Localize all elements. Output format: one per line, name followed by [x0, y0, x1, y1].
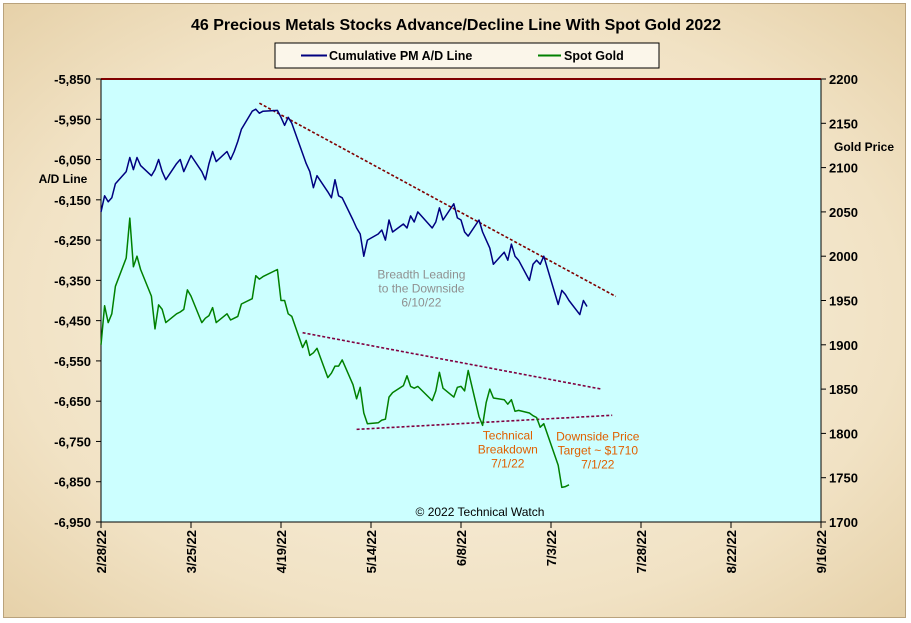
x-tick-label: 9/16/22: [814, 530, 829, 573]
x-tick-label: 7/3/22: [544, 530, 559, 566]
series-lines: [100, 108, 588, 489]
left-tick-label: -5,950: [54, 112, 91, 127]
right-tick-label: 2150: [829, 116, 858, 131]
x-tick-label: 5/14/22: [364, 530, 379, 573]
left-axis-label: A/D Line: [39, 172, 88, 186]
right-tick-label: 1700: [829, 515, 858, 530]
right-tick-label: 2100: [829, 161, 858, 176]
left-tick-label: -6,750: [54, 434, 91, 449]
left-tick-label: -6,550: [54, 354, 91, 369]
trendline-2: [302, 331, 602, 390]
legend-entry-gold: Spot Gold: [564, 49, 624, 63]
ad-line-series: [100, 108, 588, 316]
left-axis-ticks: -5,850 -5,950 -6,050 -6,150 -6,250 -6,350 -6,4…: [54, 72, 101, 530]
right-tick-label: 1800: [829, 426, 858, 441]
legend-entry-ad-line: Cumulative PM A/D Line: [329, 49, 472, 63]
left-tick-label: -6,850: [54, 475, 91, 490]
legend-box: [274, 42, 660, 69]
right-tick-label: 1750: [829, 471, 858, 486]
right-tick-label: 1950: [829, 294, 858, 309]
x-tick-label: 4/19/22: [274, 530, 289, 573]
annotation-3: Downside Price Target ~ $1710 7/1/22: [556, 430, 640, 472]
right-tick-label: 2050: [829, 205, 858, 220]
right-axis-ticks: 2200 2150 2100 2050 2000 1950 1900 1850 1800 1750…: [821, 72, 858, 530]
x-tick-label: 2/28/22: [94, 530, 109, 573]
left-tick-label: -6,450: [54, 314, 91, 329]
trendlines: [259, 102, 617, 431]
annotation-2: Technical Breakdown 7/1/22: [478, 428, 538, 470]
left-tick-label: -6,050: [54, 153, 91, 168]
x-tick-label: 3/25/22: [184, 530, 199, 573]
right-axis-label: Gold Price: [834, 140, 894, 154]
plot-area: [101, 79, 821, 522]
x-tick-label: 8/22/22: [724, 530, 739, 573]
chart-title: 46 Precious Metals Stocks Advance/Declin…: [191, 17, 721, 34]
x-tick-label: 7/28/22: [634, 530, 649, 573]
left-tick-label: -5,850: [54, 72, 91, 87]
left-tick-label: -6,250: [54, 233, 91, 248]
right-tick-label: 2000: [829, 249, 858, 264]
x-tick-label: 6/8/22: [454, 530, 469, 566]
left-tick-label: -6,350: [54, 273, 91, 288]
legend: Cumulative PM A/D Line Spot Gold: [274, 42, 660, 69]
trendline-3: [356, 414, 613, 431]
right-tick-label: 1850: [829, 382, 858, 397]
trendline-1: [259, 102, 617, 298]
right-tick-label: 2200: [829, 72, 858, 87]
right-tick-label: 1900: [829, 338, 858, 353]
x-axis-ticks: 2/28/22 3/25/22 4/19/22 5/14/22 6/8/22 7/3/22…: [94, 522, 829, 573]
copyright-text: © 2022 Technical Watch: [416, 505, 545, 519]
left-tick-label: -6,150: [54, 193, 91, 208]
left-tick-label: -6,950: [54, 515, 91, 530]
left-tick-label: -6,650: [54, 394, 91, 409]
gold-series: [100, 217, 570, 489]
annotations: Breadth Leading to the Downside 6/10/22 Tec…: [377, 267, 639, 471]
annotation-1: Breadth Leading to the Downside 6/10/22: [377, 267, 465, 309]
